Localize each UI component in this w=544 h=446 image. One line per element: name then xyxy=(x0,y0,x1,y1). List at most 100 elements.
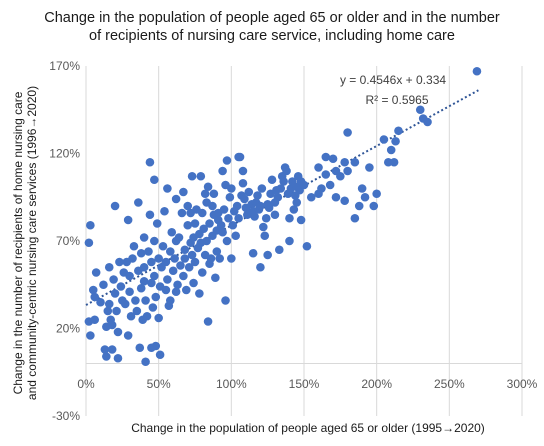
data-point xyxy=(296,215,306,225)
data-point xyxy=(128,254,137,263)
data-point xyxy=(190,257,200,267)
data-point xyxy=(168,266,178,276)
data-point xyxy=(147,278,156,288)
data-point xyxy=(96,297,105,307)
data-point xyxy=(206,254,216,263)
data-point xyxy=(199,224,209,234)
data-point xyxy=(150,271,159,281)
data-point xyxy=(132,306,142,316)
trendline xyxy=(85,89,479,306)
data-point xyxy=(224,213,233,223)
data-point xyxy=(250,212,259,221)
data-point xyxy=(141,296,150,305)
data-point xyxy=(126,311,136,321)
data-point xyxy=(261,213,271,223)
data-point xyxy=(372,189,381,199)
data-point xyxy=(161,285,171,295)
data-point xyxy=(110,289,120,298)
data-point xyxy=(113,327,123,337)
data-point xyxy=(222,156,232,165)
data-point xyxy=(161,257,171,267)
data-point xyxy=(325,180,335,190)
data-point xyxy=(163,275,172,284)
data-point xyxy=(227,184,236,193)
data-point xyxy=(197,268,207,277)
data-point xyxy=(328,154,338,164)
data-point xyxy=(389,157,399,167)
data-point xyxy=(91,268,101,277)
data-point xyxy=(171,194,181,204)
data-point xyxy=(176,261,185,270)
data-point xyxy=(350,157,360,167)
data-point xyxy=(394,126,403,136)
data-point xyxy=(165,247,175,256)
data-point xyxy=(292,198,302,207)
data-point xyxy=(190,219,200,228)
data-point xyxy=(314,163,323,172)
data-point xyxy=(148,303,158,312)
data-point xyxy=(227,254,236,263)
data-point xyxy=(167,227,177,237)
data-point xyxy=(181,285,191,295)
data-point xyxy=(150,236,159,246)
data-point xyxy=(170,254,179,263)
data-point xyxy=(123,215,133,225)
x-tick-label: 50% xyxy=(147,377,171,391)
data-point xyxy=(141,357,150,367)
data-point xyxy=(195,289,204,298)
data-point xyxy=(282,166,291,176)
x-tick-label: 100% xyxy=(216,377,247,391)
data-point xyxy=(139,233,149,242)
data-point xyxy=(203,317,213,326)
x-axis-ticks: 0% 50% 100% 150% 200% 250% 300% xyxy=(77,377,537,391)
data-point xyxy=(145,210,155,220)
data-point xyxy=(369,201,379,211)
data-point xyxy=(145,157,155,167)
y-axis-ticks: -30% 20% 70% 120% 170% xyxy=(49,59,80,423)
trendline-r-squared: R² = 0.5965 xyxy=(365,93,428,107)
data-point xyxy=(136,283,146,293)
data-point xyxy=(200,189,210,199)
data-point xyxy=(131,296,140,305)
data-point xyxy=(142,311,152,321)
data-point xyxy=(321,170,331,179)
data-point xyxy=(86,220,95,230)
data-point xyxy=(104,299,114,309)
data-point xyxy=(306,192,316,202)
data-point xyxy=(147,257,156,267)
data-point xyxy=(120,299,130,309)
data-point xyxy=(155,350,165,360)
data-point xyxy=(234,152,243,162)
data-point xyxy=(88,285,98,295)
data-point xyxy=(259,222,268,232)
data-point xyxy=(197,208,207,218)
data-point xyxy=(86,331,95,340)
data-point xyxy=(256,262,265,272)
data-point xyxy=(125,287,134,297)
data-point xyxy=(228,220,238,230)
data-point xyxy=(212,247,222,256)
data-point xyxy=(184,262,194,272)
data-point xyxy=(177,208,187,218)
data-point xyxy=(160,206,169,216)
data-point xyxy=(343,166,352,176)
data-point xyxy=(154,254,163,263)
data-point xyxy=(136,248,146,258)
data-point xyxy=(158,241,168,251)
data-point xyxy=(343,128,352,137)
data-point xyxy=(221,296,230,305)
data-point xyxy=(150,175,159,185)
data-point xyxy=(274,245,284,255)
data-point xyxy=(263,250,272,260)
data-point xyxy=(180,254,190,263)
data-point xyxy=(238,166,248,176)
x-tick-label: 300% xyxy=(507,377,538,391)
grid-lines xyxy=(85,66,523,416)
data-point xyxy=(123,331,133,340)
data-point xyxy=(314,189,323,199)
y-tick-label: 70% xyxy=(56,234,80,248)
data-point xyxy=(331,192,341,202)
chart-title-line-1: Change in the population of people aged … xyxy=(44,10,500,26)
data-point xyxy=(354,201,364,211)
data-point xyxy=(90,292,100,302)
